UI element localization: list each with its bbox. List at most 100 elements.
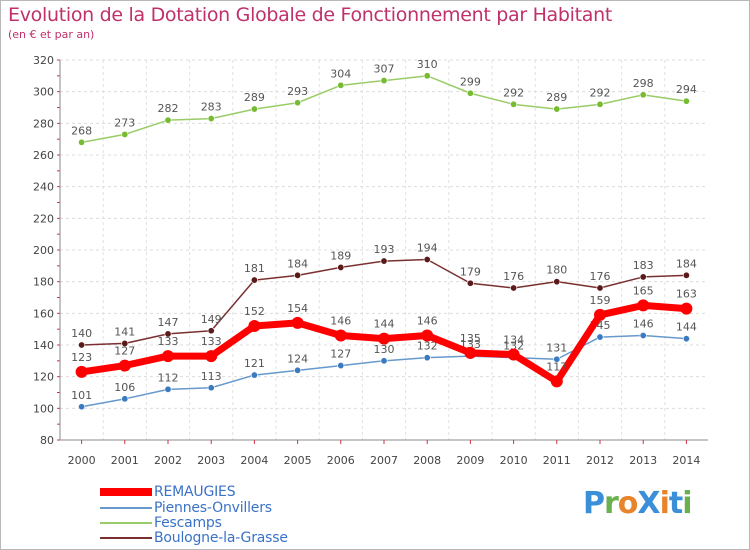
data-label-fescamps: 298 xyxy=(633,77,654,90)
data-point-piennes-onvillers xyxy=(380,357,388,365)
data-point-fescamps xyxy=(639,91,647,99)
data-label-piennes-onvillers: 146 xyxy=(633,318,654,331)
data-label-boulogne-la-grasse: 176 xyxy=(590,270,611,283)
legend-label: Piennes-Onvillers xyxy=(154,500,272,516)
data-label-fescamps: 268 xyxy=(71,124,92,137)
logo-letter: t xyxy=(668,486,683,521)
data-point-piennes-onvillers xyxy=(207,384,215,392)
data-label-piennes-onvillers: 112 xyxy=(158,371,179,384)
x-tick-label: 2012 xyxy=(586,454,614,467)
y-tick-label: 200 xyxy=(33,244,54,257)
data-label-boulogne-la-grasse: 183 xyxy=(633,259,654,272)
data-point-boulogne-la-grasse xyxy=(164,330,172,338)
data-label-remaugies: 159 xyxy=(590,294,611,307)
data-point-fescamps xyxy=(596,100,604,108)
y-tick-label: 120 xyxy=(33,371,54,384)
data-point-piennes-onvillers xyxy=(78,403,86,411)
logo-letter: i xyxy=(659,486,670,521)
data-label-fescamps: 299 xyxy=(460,75,481,88)
x-tick-label: 2000 xyxy=(68,454,96,467)
x-tick-label: 2005 xyxy=(284,454,312,467)
x-tick-label: 2003 xyxy=(197,454,225,467)
data-point-remaugies xyxy=(205,350,218,363)
data-point-remaugies xyxy=(248,320,261,332)
data-label-fescamps: 273 xyxy=(114,116,135,129)
data-label-remaugies: 163 xyxy=(676,288,697,301)
data-point-boulogne-la-grasse xyxy=(121,339,129,347)
data-label-piennes-onvillers: 132 xyxy=(503,340,524,353)
data-label-boulogne-la-grasse: 181 xyxy=(244,262,265,275)
x-tick-label: 2004 xyxy=(240,454,268,467)
data-point-piennes-onvillers xyxy=(121,395,129,403)
data-point-fescamps xyxy=(78,138,86,146)
data-point-remaugies xyxy=(118,359,131,372)
data-point-remaugies xyxy=(378,332,390,345)
legend-label: REMAUGIES xyxy=(154,484,236,500)
legend-label: Fescamps xyxy=(154,515,222,531)
data-label-boulogne-la-grasse: 179 xyxy=(460,265,481,278)
data-point-fescamps xyxy=(207,115,215,123)
data-point-fescamps xyxy=(121,130,129,138)
legend-item-boulogne-la-grasse: Boulogne-la-Grasse xyxy=(100,530,288,546)
x-tick-label: 2002 xyxy=(154,454,182,467)
legend-swatch xyxy=(100,537,152,539)
proxiti-logo: ProXiti xyxy=(583,486,693,521)
y-tick-label: 260 xyxy=(33,149,54,162)
data-label-piennes-onvillers: 113 xyxy=(201,370,222,383)
data-label-fescamps: 304 xyxy=(330,67,351,80)
legend-item-fescamps: Fescamps xyxy=(100,515,222,531)
data-point-fescamps xyxy=(682,97,690,105)
data-label-remaugies: 127 xyxy=(114,345,135,358)
data-point-fescamps xyxy=(164,116,172,124)
data-point-remaugies xyxy=(680,302,693,315)
data-label-fescamps: 289 xyxy=(244,91,265,104)
y-tick-label: 100 xyxy=(33,402,54,415)
y-tick-label: 160 xyxy=(33,307,54,320)
x-tick-label: 2010 xyxy=(500,454,528,467)
data-point-piennes-onvillers xyxy=(682,335,690,343)
legend-swatch xyxy=(100,488,152,496)
data-point-piennes-onvillers xyxy=(337,362,345,370)
data-label-remaugies: 152 xyxy=(244,305,265,318)
legend-label: Boulogne-la-Grasse xyxy=(154,530,288,546)
data-point-remaugies xyxy=(421,329,434,342)
logo-letter: i xyxy=(682,486,692,521)
data-point-remaugies xyxy=(75,365,88,378)
data-point-fescamps xyxy=(294,99,302,107)
data-point-fescamps xyxy=(250,105,258,113)
data-label-fescamps: 292 xyxy=(503,86,524,99)
legend-item-piennes-onvillers: Piennes-Onvillers xyxy=(100,500,272,516)
chart-subtitle: (en € et par an) xyxy=(8,28,95,41)
data-label-boulogne-la-grasse: 189 xyxy=(330,249,351,262)
data-point-fescamps xyxy=(510,100,518,108)
data-label-boulogne-la-grasse: 184 xyxy=(287,257,308,270)
data-label-fescamps: 293 xyxy=(287,85,308,98)
logo-letter: r xyxy=(604,486,619,521)
data-point-boulogne-la-grasse xyxy=(510,284,518,292)
data-point-boulogne-la-grasse xyxy=(466,279,474,287)
data-label-piennes-onvillers: 124 xyxy=(287,352,308,365)
data-label-piennes-onvillers: 101 xyxy=(71,389,92,402)
data-label-remaugies: 123 xyxy=(71,351,92,364)
data-label-piennes-onvillers: 106 xyxy=(114,381,135,394)
data-point-boulogne-la-grasse xyxy=(337,263,345,271)
data-point-boulogne-la-grasse xyxy=(250,276,258,284)
data-label-boulogne-la-grasse: 149 xyxy=(201,313,222,326)
data-label-fescamps: 283 xyxy=(201,101,222,114)
data-label-fescamps: 307 xyxy=(374,63,395,76)
data-point-fescamps xyxy=(337,81,345,89)
data-label-remaugies: 135 xyxy=(460,332,481,345)
data-label-remaugies: 154 xyxy=(287,302,308,315)
data-point-piennes-onvillers xyxy=(423,354,431,362)
logo-letter: o xyxy=(617,486,639,521)
data-point-boulogne-la-grasse xyxy=(639,273,647,281)
data-label-fescamps: 310 xyxy=(417,58,438,71)
data-label-piennes-onvillers: 144 xyxy=(676,321,697,334)
legend-item-remaugies: REMAUGIES xyxy=(100,484,236,500)
data-point-remaugies xyxy=(594,308,606,321)
data-label-boulogne-la-grasse: 180 xyxy=(546,264,567,277)
data-label-remaugies: 146 xyxy=(330,315,351,328)
data-label-boulogne-la-grasse: 147 xyxy=(158,316,179,329)
x-tick-label: 2013 xyxy=(629,454,657,467)
x-tick-label: 2009 xyxy=(456,454,484,467)
